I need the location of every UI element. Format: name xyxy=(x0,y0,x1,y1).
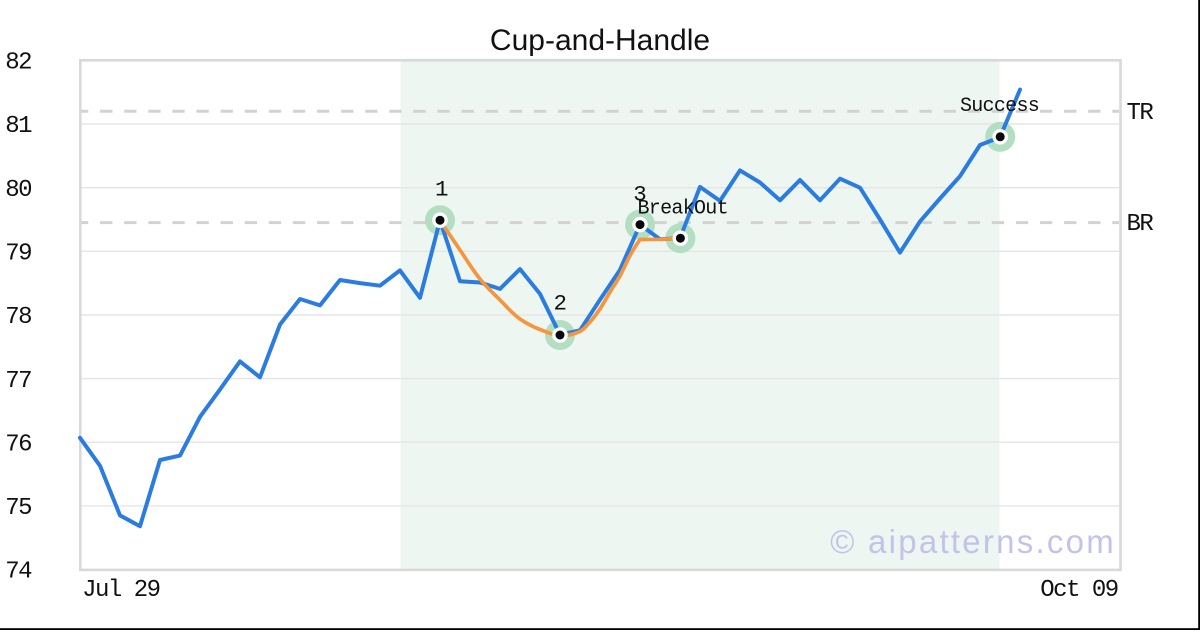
svg-text:78: 78 xyxy=(5,304,31,331)
svg-text:Jul 29: Jul 29 xyxy=(82,577,160,604)
svg-text:Success: Success xyxy=(960,95,1039,118)
svg-text:75: 75 xyxy=(5,495,31,522)
svg-text:Cup-and-Handle: Cup-and-Handle xyxy=(490,24,710,57)
svg-text:81: 81 xyxy=(5,113,32,140)
svg-text:74: 74 xyxy=(5,559,32,586)
svg-text:76: 76 xyxy=(5,431,31,458)
svg-text:2: 2 xyxy=(553,290,567,316)
svg-text:© aipatterns.com: © aipatterns.com xyxy=(830,523,1116,560)
svg-text:BreakOut: BreakOut xyxy=(638,198,728,221)
svg-text:BR: BR xyxy=(1127,211,1154,238)
svg-text:1: 1 xyxy=(435,177,449,203)
svg-text:3: 3 xyxy=(633,181,647,207)
svg-text:TR: TR xyxy=(1127,100,1154,127)
svg-text:79: 79 xyxy=(5,241,31,268)
svg-text:82: 82 xyxy=(5,50,31,77)
svg-text:77: 77 xyxy=(5,368,31,395)
svg-text:Oct 09: Oct 09 xyxy=(1040,577,1118,604)
svg-text:80: 80 xyxy=(5,177,31,204)
